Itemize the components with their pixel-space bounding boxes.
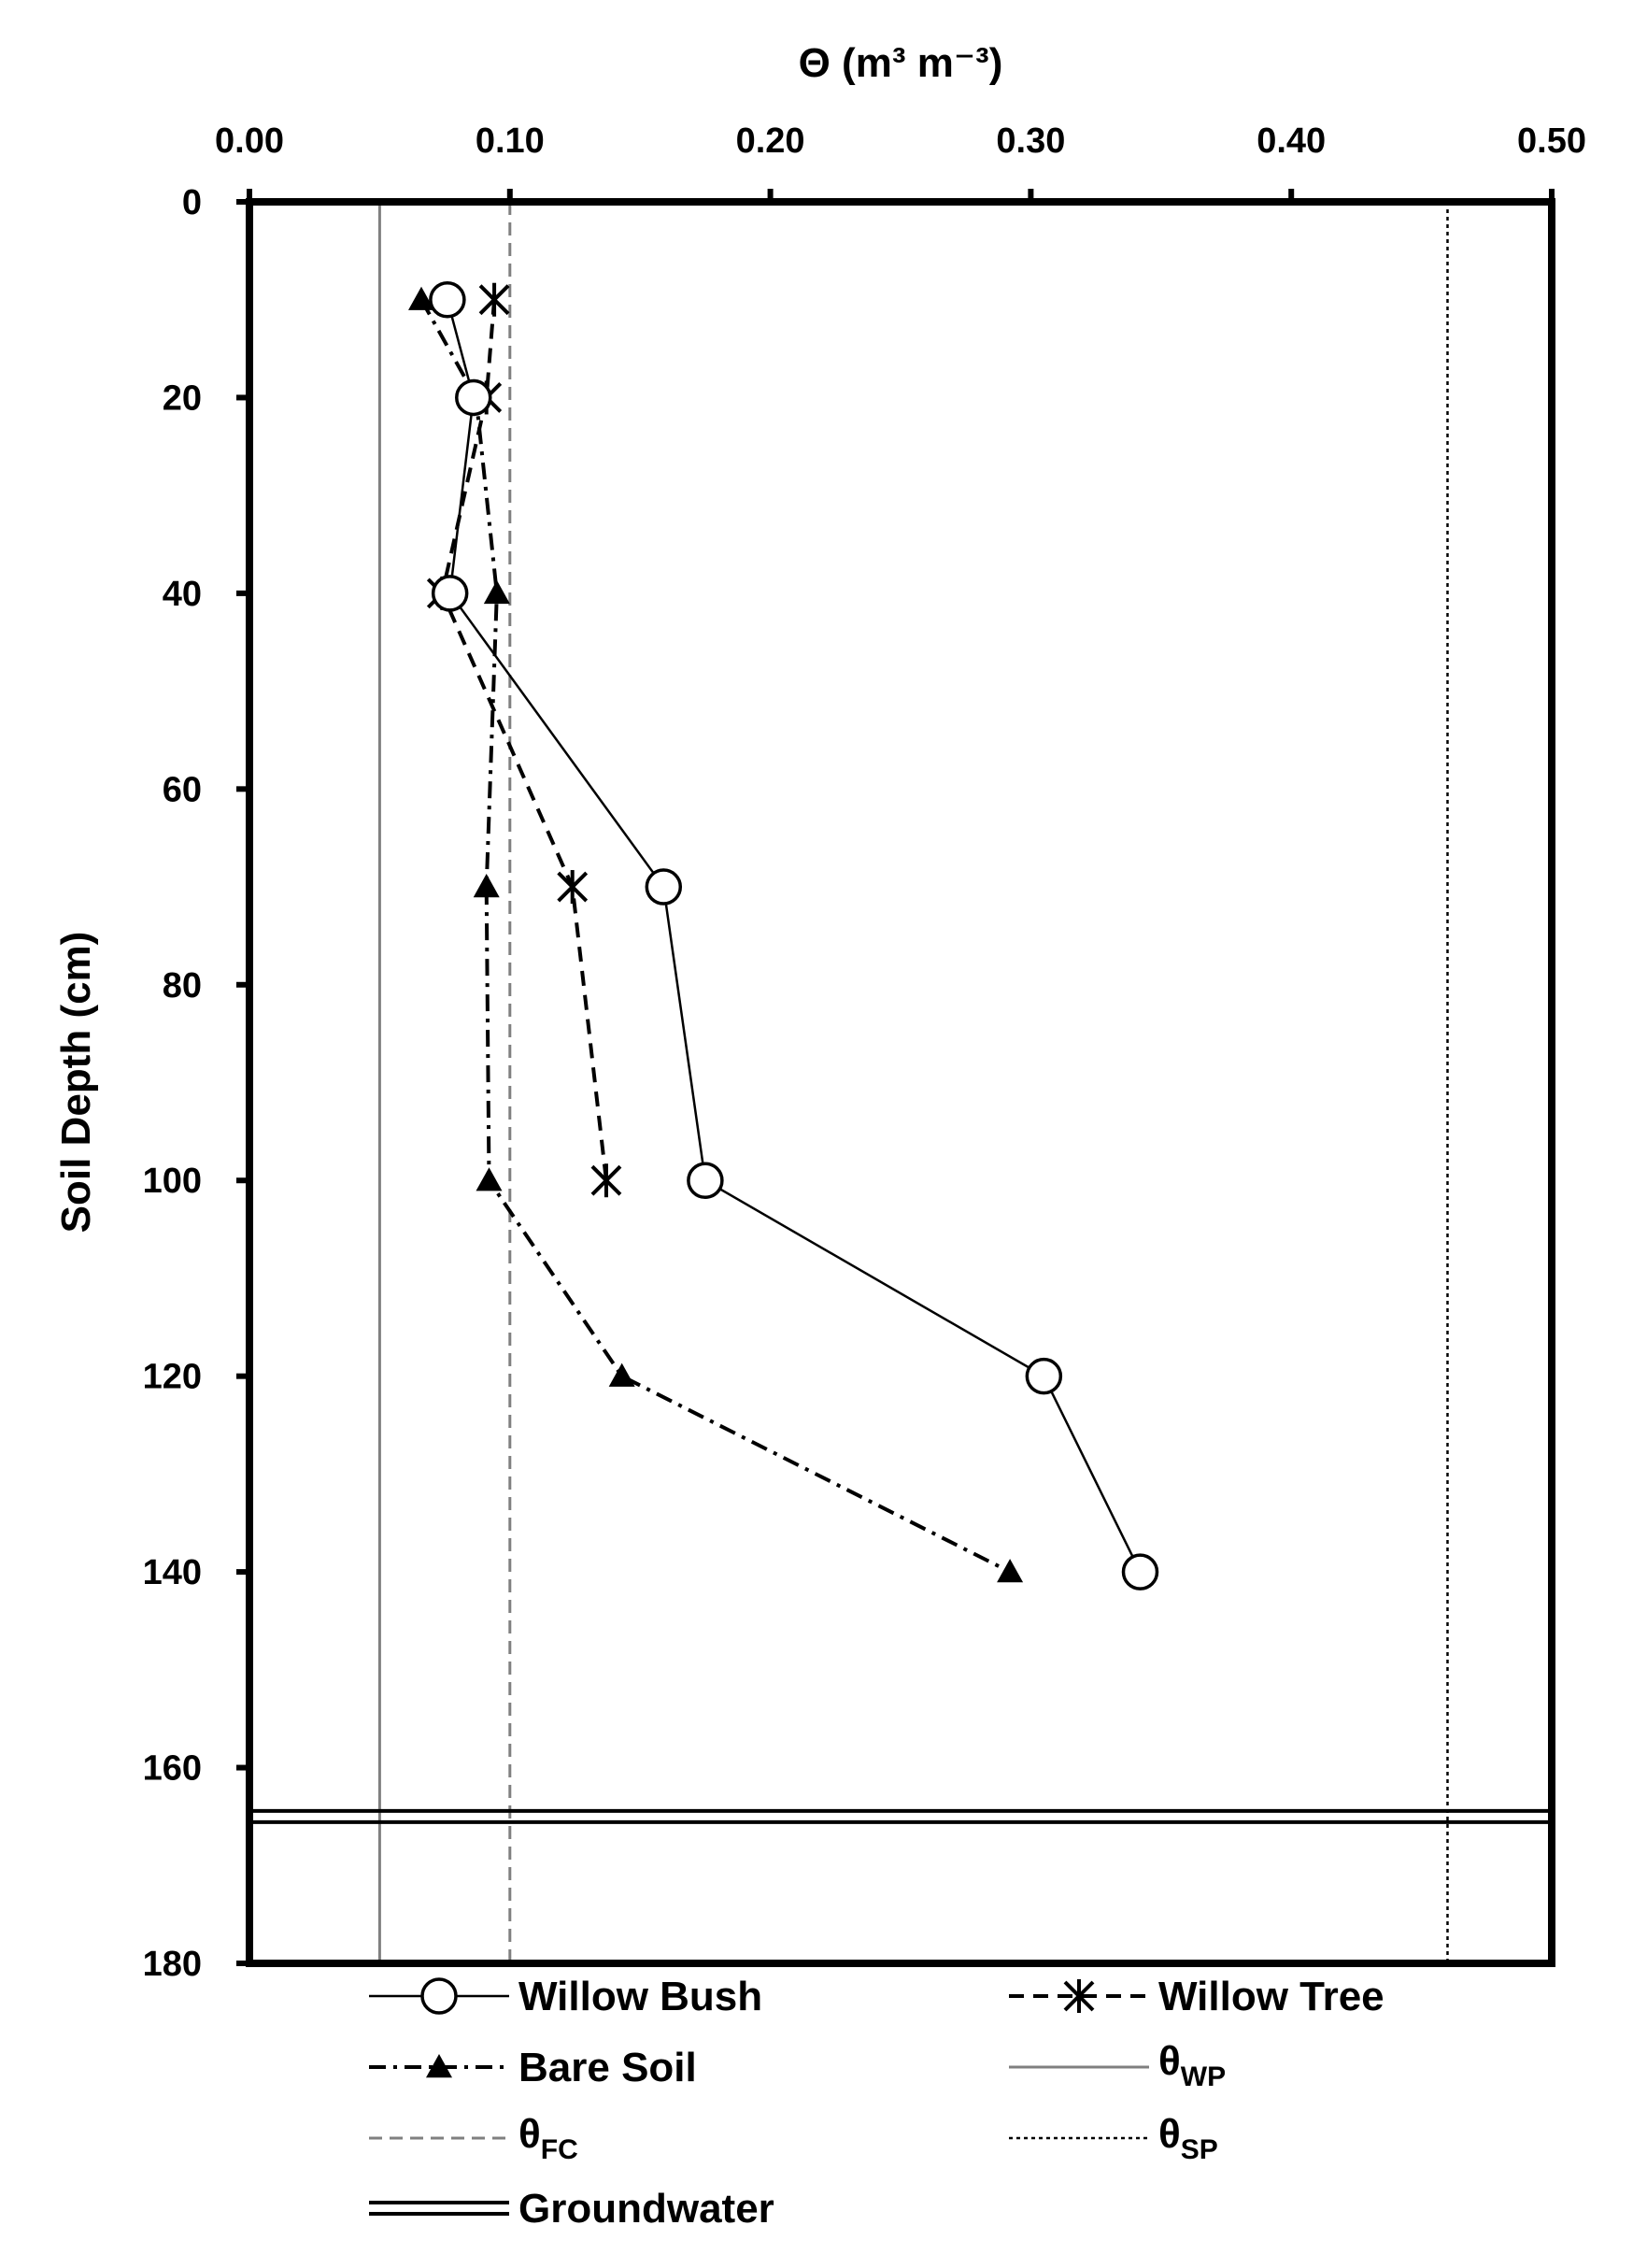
series-willow-tree [426, 282, 622, 1198]
y-tick-label-2: 40 [163, 575, 202, 614]
series-layer [408, 280, 1159, 1590]
y-axis-title: Soil Depth (cm) [53, 932, 99, 1234]
data-point-willow-bush-3 [645, 868, 683, 906]
legend-label-willow-tree: Willow Tree [1158, 1974, 1384, 2019]
data-point-bare-soil-2 [483, 579, 510, 605]
legend-marker-willow-tree [1063, 1979, 1095, 2013]
y-tick-label-5: 100 [143, 1162, 202, 1201]
y-tick-label-7: 140 [143, 1553, 202, 1592]
legend: Willow Bush Willow Tree Bare Soil θWP θFC θSP… [369, 1974, 1384, 2232]
data-point-willow-bush-1 [455, 378, 492, 417]
y-tick-label-3: 60 [163, 770, 202, 809]
series-willow-bush [429, 280, 1159, 1590]
legend-marker-bare-soil [426, 2054, 452, 2078]
reference-lines [249, 202, 1552, 1963]
legend-label-willow-bush: Willow Bush [518, 1974, 762, 2019]
legend-label-bare-soil: Bare Soil [518, 2045, 697, 2090]
legend-label-wp: θWP [1158, 2038, 1226, 2092]
x-tick-label-3: 0.30 [996, 121, 1065, 161]
series-bare-soil [408, 286, 1024, 1583]
data-point-willow-bush-0 [429, 280, 466, 319]
y-tick-label-6: 120 [143, 1358, 202, 1397]
x-tick-label-5: 0.50 [1517, 121, 1586, 161]
x-axis-title: Θ (m³ m⁻³) [799, 40, 1003, 86]
legend-marker-willow-bush [420, 1977, 458, 2015]
data-point-bare-soil-0 [408, 286, 435, 310]
legend-label-sp: θSP [1158, 2111, 1218, 2165]
data-point-willow-bush-5 [1025, 1357, 1063, 1395]
y-tick-label-4: 80 [163, 966, 202, 1006]
data-point-bare-soil-4 [476, 1167, 503, 1191]
data-point-willow-bush-4 [687, 1162, 724, 1199]
data-point-willow-tree-3 [557, 870, 589, 905]
y-tick-label-1: 20 [163, 378, 202, 418]
y-tick-label-0: 0 [182, 183, 202, 222]
data-point-willow-bush-2 [431, 575, 469, 612]
data-point-willow-tree-4 [590, 1163, 622, 1198]
data-point-willow-bush-6 [1121, 1553, 1159, 1590]
data-point-bare-soil-6 [997, 1559, 1024, 1583]
x-tick-label-2: 0.20 [736, 121, 805, 161]
data-point-bare-soil-5 [608, 1362, 635, 1387]
legend-label-groundwater: Groundwater [518, 2186, 774, 2232]
y-tick-label-8: 160 [143, 1749, 202, 1789]
y-tick-label-9: 180 [143, 1945, 202, 1984]
axis-ticks: 0.00 0.10 0.20 0.30 0.40 0.50 0 20 40 60 80 100 120 1… [143, 121, 1586, 1984]
x-tick-label-1: 0.10 [476, 121, 545, 161]
data-point-bare-soil-3 [473, 874, 500, 898]
x-tick-label-4: 0.40 [1257, 121, 1326, 161]
data-point-willow-tree-0 [478, 282, 510, 317]
legend-label-fc: θFC [518, 2111, 578, 2165]
series-line-willow-tree [440, 299, 608, 1181]
x-tick-label-0: 0.00 [215, 121, 284, 161]
plot-area-frame [246, 198, 1555, 1967]
